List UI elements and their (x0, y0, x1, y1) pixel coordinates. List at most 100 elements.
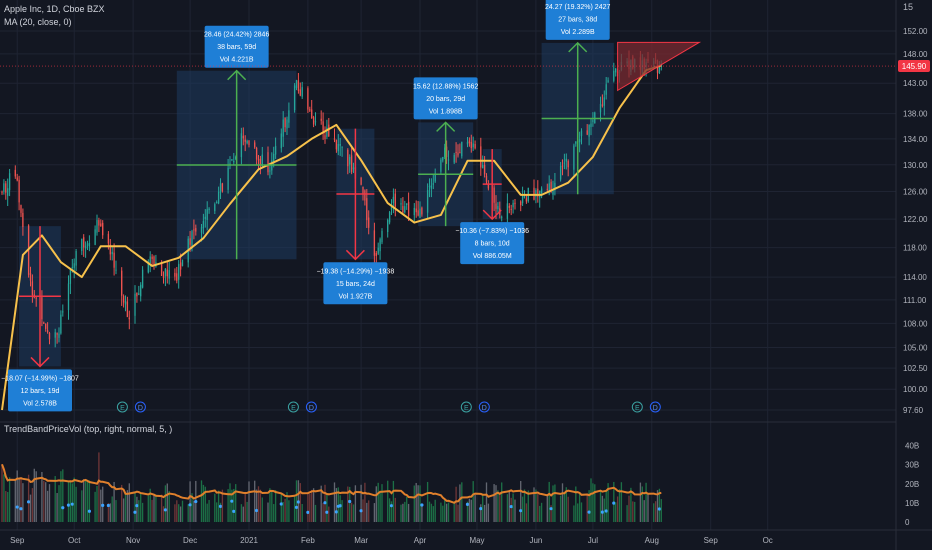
candle-body (440, 159, 442, 172)
ma-indicator-label[interactable]: MA (20, close, 0) (4, 17, 72, 27)
volume-bar (573, 505, 575, 522)
volume-tick-label: 10B (905, 499, 919, 508)
time-tick-label: Feb (301, 536, 315, 545)
candle-body (573, 145, 575, 170)
measurement-label-line: 15.62 (12.88%) 1562 (413, 83, 478, 90)
volume-bar (221, 489, 224, 522)
volume-bar (3, 474, 5, 522)
volume-bar (121, 484, 123, 522)
candle-body (111, 251, 113, 255)
candle-body (615, 68, 617, 73)
time-tick-label: 2021 (240, 536, 258, 545)
candle-body (269, 170, 271, 172)
candle-body (45, 323, 47, 329)
volume-bar (269, 488, 271, 522)
volume-bar (645, 482, 647, 522)
grid-lines (0, 0, 896, 530)
price-tick-label: 105.00 (903, 343, 928, 352)
measurement-labels: −18.07 (−14.99%) −1807 12 bars, 19d Vol 2.… (1, 0, 610, 412)
volume-bar (134, 491, 136, 522)
volume-bar (216, 502, 218, 522)
candle-body (349, 157, 351, 165)
candle-body (613, 70, 615, 81)
candle-body (102, 222, 104, 236)
volume-bar (58, 485, 60, 522)
volume-bar (151, 499, 153, 522)
measure-arrow-head (30, 356, 50, 368)
price-tick-label: 114.00 (903, 273, 927, 282)
volume-bar (1, 464, 3, 522)
candle-body (402, 206, 404, 213)
price-tick-label: 148.00 (903, 50, 928, 59)
volume-bar (643, 500, 645, 522)
volume-bar (381, 484, 383, 522)
volume-bar (168, 490, 170, 522)
candle-body (426, 190, 429, 213)
volume-bar (242, 506, 244, 522)
candle-body (98, 220, 100, 226)
candle-body (233, 161, 235, 163)
candle-body (69, 269, 72, 284)
volume-bar (620, 482, 623, 522)
volume-bar (501, 482, 503, 522)
volume-bar (333, 482, 336, 522)
candle-body (96, 220, 98, 233)
volume-bar (29, 494, 32, 522)
candle-body (293, 85, 296, 111)
candle-body (444, 147, 446, 157)
candle-body (466, 142, 469, 145)
candle-body (35, 297, 37, 299)
dividend-marker-label: D (653, 405, 658, 412)
volume-bar (352, 504, 355, 522)
volume-panel (1, 452, 662, 522)
volume-bar (248, 481, 250, 522)
volume-bar (46, 490, 49, 522)
volume-bar (206, 503, 208, 522)
dividend-marker-label: D (309, 405, 314, 412)
volume-bar (434, 499, 436, 522)
candle-body (48, 332, 51, 340)
triangle-pattern (617, 41, 702, 92)
volume-bar (654, 501, 657, 522)
candle-body (470, 142, 472, 149)
volume-bar (314, 504, 317, 522)
volume-bar (658, 488, 661, 522)
volume-bar (187, 504, 189, 522)
volume-bar (390, 501, 393, 522)
volume-bar (592, 483, 594, 522)
price-tick-label: 97.60 (903, 406, 924, 415)
volume-bar (31, 488, 34, 522)
volume-bar (493, 484, 495, 522)
volume-dot (70, 502, 74, 506)
candle-body (508, 205, 510, 208)
dividend-marker (649, 401, 661, 413)
volume-bar (417, 485, 419, 522)
volume-indicator-label[interactable]: TrendBandPriceVol (top, right, normal, 5… (4, 424, 172, 434)
candle-body (124, 301, 127, 305)
candle-body (392, 196, 395, 204)
price-tick-label: 138.00 (903, 110, 928, 119)
candle-body (204, 216, 206, 219)
volume-bar (83, 479, 85, 522)
volume-bar (231, 489, 233, 522)
candle-body (400, 203, 402, 205)
candle-body (322, 121, 324, 134)
candle-body (373, 230, 376, 256)
current-price-badge (898, 60, 930, 73)
measure-arrow-head (227, 69, 247, 81)
volume-bar (375, 486, 377, 522)
volume-bar (615, 502, 617, 522)
volume-bar (605, 490, 607, 522)
candle-body (599, 103, 602, 113)
volume-bar (466, 501, 469, 522)
volume-bar (487, 503, 490, 522)
volume-bar (400, 504, 402, 522)
volume-bar (550, 505, 552, 522)
candle-body (387, 220, 389, 233)
volume-bar (404, 501, 406, 522)
volume-bar (162, 506, 165, 522)
candle-body (550, 181, 552, 192)
dividend-marker (305, 401, 317, 413)
volume-bar (111, 496, 113, 522)
